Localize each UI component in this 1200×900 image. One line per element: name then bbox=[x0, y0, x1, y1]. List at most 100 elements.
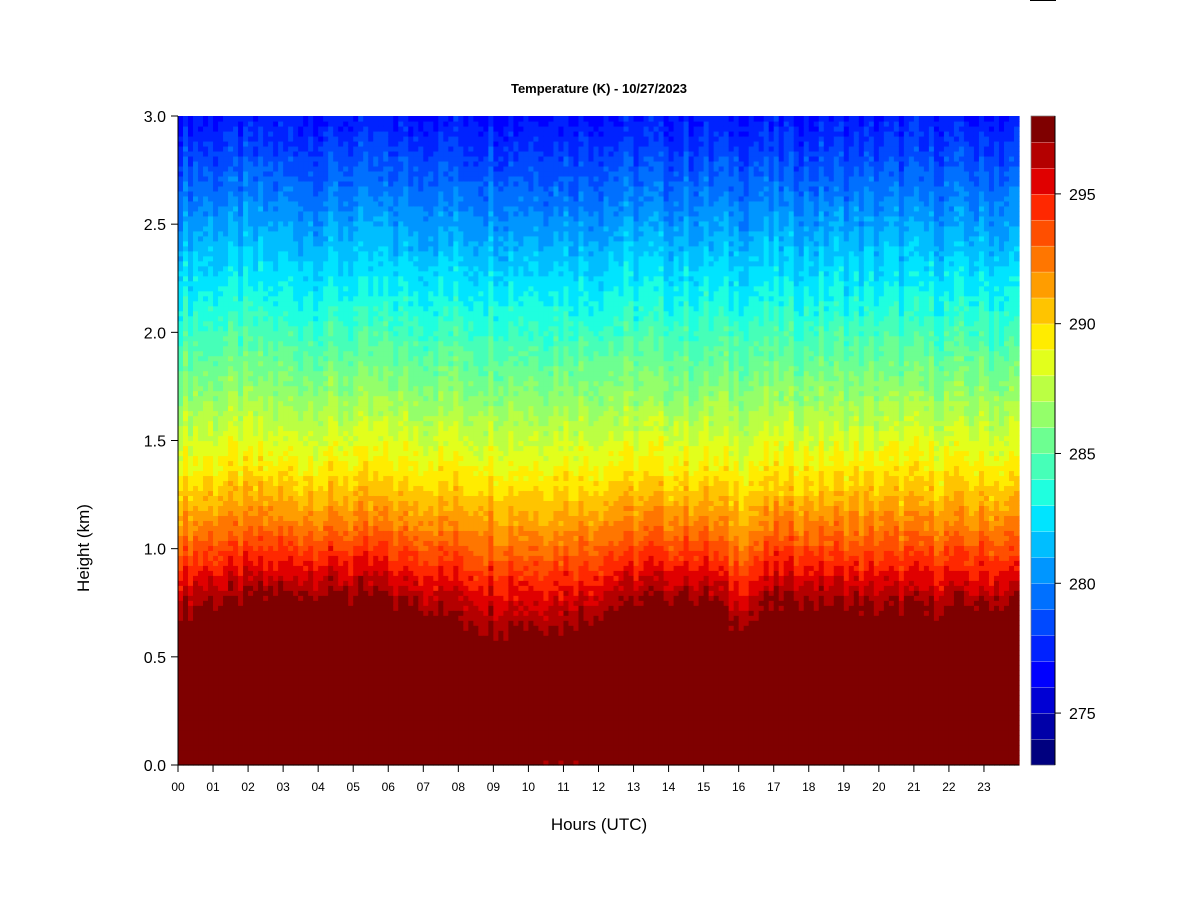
heatmap-cell bbox=[358, 135, 364, 142]
heatmap-cell bbox=[278, 190, 284, 197]
heatmap-cell bbox=[333, 260, 339, 267]
heatmap-cell bbox=[303, 360, 309, 367]
heatmap-cell bbox=[303, 300, 309, 307]
heatmap-cell bbox=[308, 575, 314, 581]
heatmap-cell bbox=[353, 230, 359, 237]
heatmap-cell bbox=[283, 705, 289, 711]
heatmap-cell bbox=[268, 670, 274, 676]
heatmap-cell bbox=[208, 350, 214, 357]
heatmap-cell bbox=[253, 315, 259, 322]
heatmap-cell bbox=[198, 620, 204, 626]
heatmap-cell bbox=[203, 380, 209, 387]
heatmap-cell bbox=[198, 275, 204, 282]
heatmap-cell bbox=[313, 415, 319, 422]
heatmap-cell bbox=[308, 640, 314, 646]
heatmap-cell bbox=[258, 285, 264, 292]
heatmap-cell bbox=[358, 605, 364, 611]
heatmap-cell bbox=[288, 380, 294, 387]
heatmap-cell bbox=[303, 660, 309, 666]
heatmap-cell bbox=[193, 490, 199, 497]
heatmap-cell bbox=[248, 275, 254, 282]
heatmap-cell bbox=[178, 555, 184, 561]
heatmap-cell bbox=[313, 475, 319, 482]
heatmap-cell bbox=[218, 695, 224, 701]
heatmap-cell bbox=[238, 165, 244, 172]
heatmap-cell bbox=[283, 520, 289, 526]
heatmap-cell bbox=[248, 480, 254, 487]
heatmap-cell bbox=[263, 705, 269, 711]
heatmap-cell bbox=[248, 260, 254, 267]
heatmap-cell bbox=[263, 150, 269, 157]
heatmap-cell bbox=[218, 180, 224, 187]
heatmap-cell bbox=[218, 220, 224, 227]
heatmap-cell bbox=[193, 665, 199, 671]
heatmap-cell bbox=[213, 515, 219, 521]
heatmap-cell bbox=[213, 565, 219, 571]
heatmap-cell bbox=[328, 535, 334, 541]
heatmap-cell bbox=[343, 295, 349, 302]
heatmap-cell bbox=[228, 690, 234, 696]
heatmap-cell bbox=[198, 385, 204, 392]
heatmap-cell bbox=[288, 735, 294, 741]
heatmap-cell bbox=[178, 710, 184, 716]
heatmap-cell bbox=[273, 145, 279, 152]
heatmap-cell bbox=[348, 370, 354, 377]
heatmap-cell bbox=[193, 240, 199, 247]
heatmap-cell bbox=[243, 410, 249, 417]
heatmap-cell bbox=[313, 565, 319, 571]
heatmap-cell bbox=[313, 295, 319, 302]
heatmap-cell bbox=[193, 385, 199, 392]
heatmap-cell bbox=[358, 720, 364, 726]
heatmap-cell bbox=[343, 225, 349, 232]
heatmap-cell bbox=[183, 195, 189, 202]
heatmap-cell bbox=[308, 245, 314, 252]
heatmap-cell bbox=[268, 500, 274, 506]
heatmap-cell bbox=[183, 390, 189, 397]
heatmap-cell bbox=[243, 470, 249, 477]
heatmap-cell bbox=[308, 645, 314, 651]
heatmap-cell bbox=[313, 280, 319, 287]
heatmap-cell bbox=[243, 615, 249, 621]
heatmap-cell bbox=[218, 120, 224, 127]
heatmap-cell bbox=[283, 310, 289, 317]
heatmap-cell bbox=[253, 480, 259, 487]
heatmap-cell bbox=[328, 235, 334, 242]
heatmap-cell bbox=[273, 685, 279, 691]
heatmap-cell bbox=[273, 120, 279, 127]
heatmap-cell bbox=[323, 330, 329, 337]
heatmap-cell bbox=[213, 355, 219, 362]
heatmap-cell bbox=[338, 260, 344, 267]
heatmap-cell bbox=[188, 225, 194, 232]
heatmap-cell bbox=[303, 410, 309, 417]
heatmap-cell bbox=[203, 340, 209, 347]
heatmap-cell bbox=[333, 630, 339, 636]
heatmap-cell bbox=[298, 540, 304, 546]
heatmap-cell bbox=[208, 420, 214, 427]
heatmap-cell bbox=[308, 350, 314, 357]
heatmap-cell bbox=[358, 310, 364, 317]
heatmap-cell bbox=[338, 455, 344, 462]
heatmap-cell bbox=[308, 375, 314, 382]
heatmap-cell bbox=[233, 165, 239, 172]
heatmap-cell bbox=[273, 735, 279, 741]
heatmap-cell bbox=[313, 205, 319, 212]
heatmap-cell bbox=[313, 620, 319, 626]
heatmap-cell bbox=[338, 465, 344, 472]
heatmap-cell bbox=[228, 605, 234, 611]
heatmap-cell bbox=[258, 325, 264, 332]
heatmap-cell bbox=[343, 470, 349, 477]
heatmap-cell bbox=[188, 405, 194, 412]
heatmap-cell bbox=[268, 590, 274, 596]
heatmap-cell bbox=[263, 450, 269, 457]
heatmap-cell bbox=[233, 300, 239, 307]
heatmap-cell bbox=[203, 190, 209, 197]
heatmap-cell bbox=[358, 270, 364, 277]
heatmap-cell bbox=[248, 445, 254, 452]
heatmap-cell bbox=[178, 360, 184, 367]
heatmap-cell bbox=[308, 680, 314, 686]
heatmap-cell bbox=[308, 685, 314, 691]
heatmap-cell bbox=[268, 585, 274, 591]
heatmap-cell bbox=[253, 685, 259, 691]
heatmap-cell bbox=[228, 575, 234, 581]
heatmap-cell bbox=[188, 170, 194, 177]
